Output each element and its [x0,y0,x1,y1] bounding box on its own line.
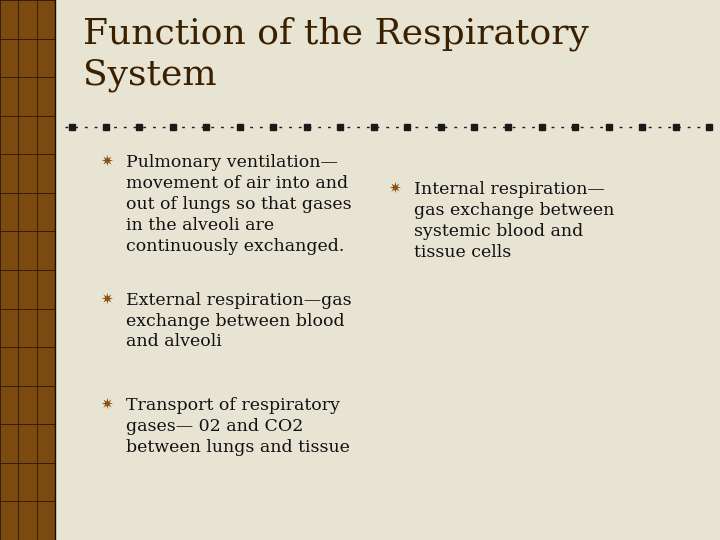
Text: Function of the Respiratory
System: Function of the Respiratory System [83,16,589,92]
Text: ✷: ✷ [100,397,113,412]
Text: Transport of respiratory
gases— 02 and CO2
between lungs and tissue: Transport of respiratory gases— 02 and C… [126,397,350,456]
Text: ✷: ✷ [100,292,113,307]
Text: ✷: ✷ [388,181,401,196]
Text: External respiration—gas
exchange between blood
and alveoli: External respiration—gas exchange betwee… [126,292,351,350]
Bar [0,0,55,540]
Text: Pulmonary ventilation—
movement of air into and
out of lungs so that gases
in th: Pulmonary ventilation— movement of air i… [126,154,351,254]
Text: ✷: ✷ [100,154,113,169]
Text: Internal respiration—
gas exchange between
systemic blood and
tissue cells: Internal respiration— gas exchange betwe… [414,181,614,261]
